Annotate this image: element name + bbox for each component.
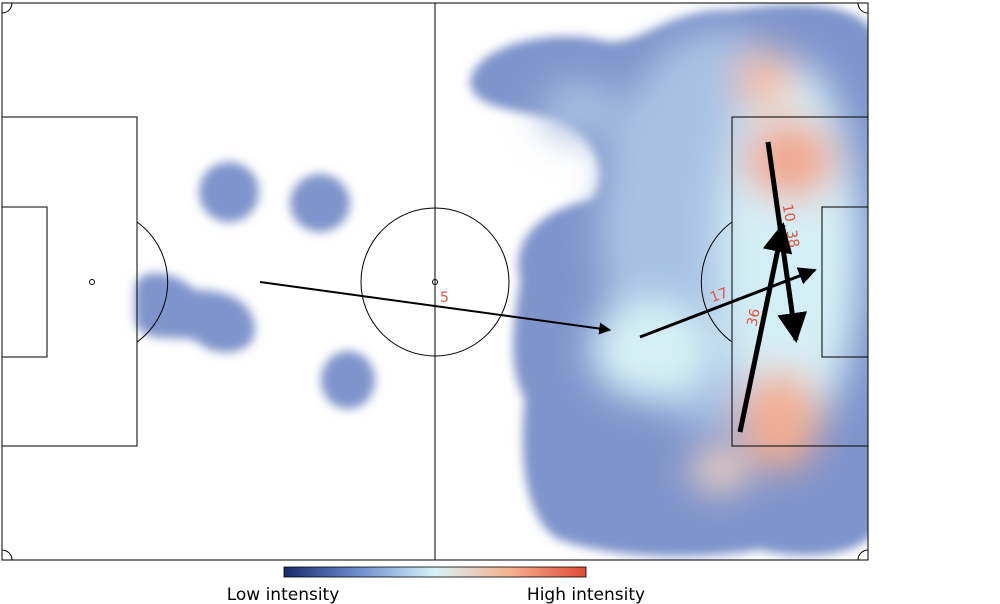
pass-label: 38 (783, 229, 802, 249)
pass-arrow (737, 222, 793, 433)
heatmap (135, 4, 868, 557)
colorbar (283, 566, 587, 578)
pass-label: 5 (440, 290, 449, 306)
pitch-lines (1, 2, 869, 561)
colorbar-high-label: High intensity (527, 585, 645, 604)
pass-arrows (259, 141, 817, 433)
colorbar-low-label: Low intensity (227, 585, 340, 604)
pass-label: 36 (744, 307, 763, 328)
pass-label: 17 (708, 285, 730, 306)
pass-arrow (765, 141, 808, 343)
pass-arrow (259, 281, 612, 335)
pass-label: 10 (779, 203, 798, 223)
